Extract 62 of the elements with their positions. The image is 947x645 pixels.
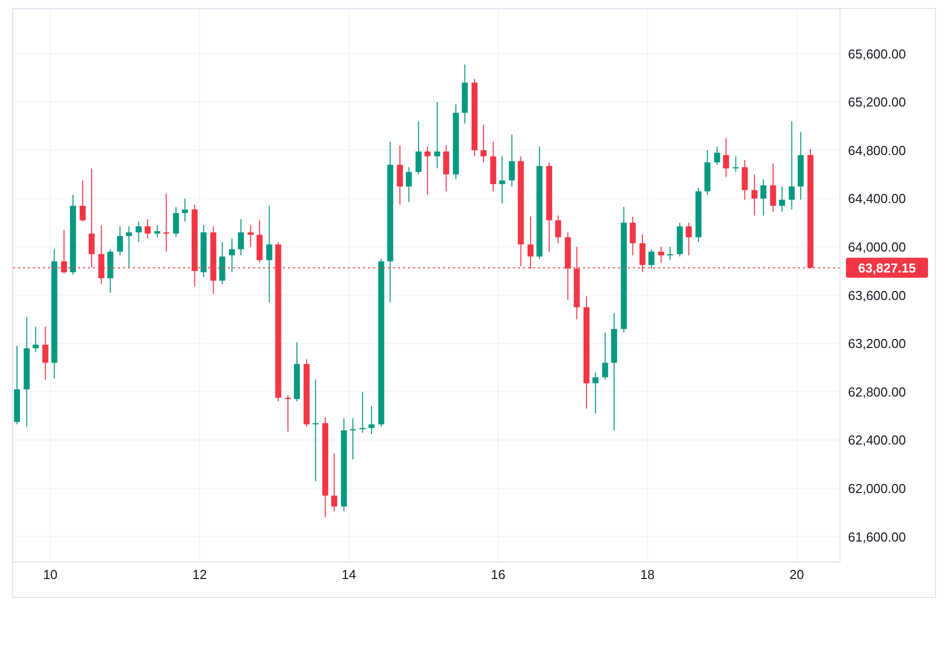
candlestick bbox=[117, 226, 123, 256]
x-tick-label: 16 bbox=[490, 567, 506, 582]
x-tick-label: 20 bbox=[789, 567, 804, 582]
candlestick bbox=[406, 166, 412, 203]
candlestick bbox=[630, 216, 636, 256]
candlestick bbox=[788, 120, 795, 210]
candlestick bbox=[182, 198, 188, 222]
y-tick-label: 64,800.00 bbox=[848, 142, 906, 158]
candlestick bbox=[779, 186, 786, 212]
candlestick bbox=[499, 156, 506, 204]
candlestick bbox=[32, 326, 39, 352]
y-tick-label: 65,200.00 bbox=[848, 94, 906, 110]
candlestick bbox=[144, 218, 151, 239]
candlestick bbox=[266, 205, 272, 303]
candlestick bbox=[154, 224, 160, 238]
candlestick bbox=[416, 120, 422, 175]
candlestick bbox=[648, 248, 654, 270]
candlestick bbox=[555, 214, 562, 244]
x-tick-label: 10 bbox=[43, 567, 58, 582]
y-tick-label: 64,000.00 bbox=[848, 239, 906, 254]
candlestick bbox=[443, 144, 450, 192]
candlestick bbox=[602, 332, 608, 380]
y-tick-label: 63,600.00 bbox=[848, 288, 906, 303]
x-tick-label: 12 bbox=[192, 567, 207, 582]
candlestick bbox=[312, 379, 319, 482]
candlestick bbox=[770, 163, 776, 212]
candlestick bbox=[248, 224, 254, 248]
candlestick bbox=[396, 144, 403, 206]
candlestick bbox=[742, 159, 748, 200]
candlestick bbox=[136, 221, 142, 243]
candlestick bbox=[723, 138, 730, 178]
candlestick bbox=[760, 178, 766, 216]
candlestick bbox=[732, 156, 739, 172]
candlestick bbox=[172, 206, 179, 238]
candlestick bbox=[434, 101, 440, 169]
candlestick bbox=[238, 218, 244, 256]
candlestick bbox=[42, 326, 48, 380]
candlestick bbox=[751, 174, 758, 216]
candlestick bbox=[592, 372, 598, 414]
candlestick bbox=[480, 124, 486, 163]
candlestick bbox=[368, 406, 375, 435]
candlestick bbox=[228, 238, 235, 273]
candlestick bbox=[424, 146, 431, 196]
candlestick bbox=[667, 246, 674, 261]
y-tick-label: 62,000.00 bbox=[848, 480, 906, 496]
y-tick-label: 64,400.00 bbox=[848, 191, 906, 206]
y-tick-label: 61,600.00 bbox=[848, 529, 906, 544]
candlestick bbox=[80, 180, 86, 222]
candlestick bbox=[126, 226, 132, 268]
candlestick bbox=[714, 146, 720, 166]
candlestick bbox=[350, 418, 356, 460]
candlestick bbox=[658, 246, 664, 264]
y-tick-label: 62,400.00 bbox=[848, 432, 906, 448]
y-tick-label: 62,800.00 bbox=[848, 384, 906, 400]
candlestick bbox=[508, 134, 515, 187]
y-tick-label: 65,600.00 bbox=[848, 46, 906, 62]
ref-line-label: 63,827.15 bbox=[858, 260, 916, 276]
x-tick-label: 14 bbox=[342, 567, 356, 582]
candlestick bbox=[331, 452, 338, 512]
x-tick-label: 18 bbox=[640, 567, 655, 582]
candlestick bbox=[686, 222, 692, 256]
y-tick-label: 63,200.00 bbox=[848, 336, 906, 352]
